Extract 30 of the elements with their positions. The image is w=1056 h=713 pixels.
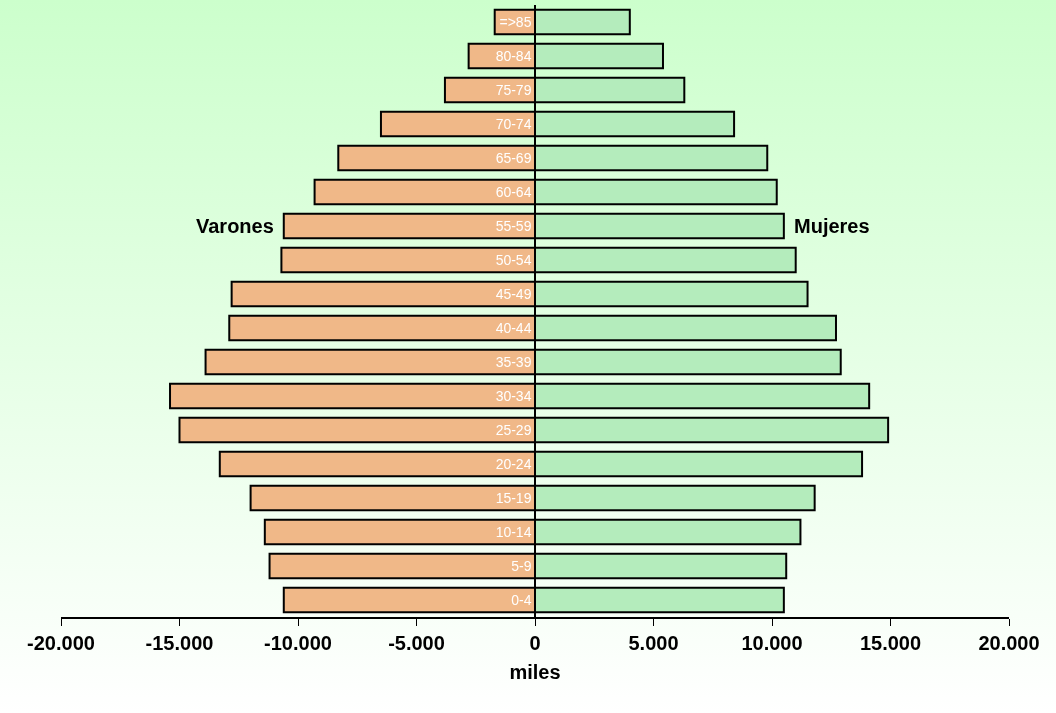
y-tick-label: 50-54: [495, 251, 532, 268]
y-tick-label: 5-9: [511, 557, 532, 574]
x-tick-label: 0: [529, 631, 541, 654]
y-tick-label: 80-84: [495, 47, 532, 64]
x-tick-label: 5.000: [628, 631, 679, 654]
y-tick-label: 25-29: [495, 421, 532, 438]
x-tick-label: 15.000: [859, 631, 922, 654]
y-tick-label: 65-69: [495, 149, 532, 166]
y-tick-label: 70-74: [495, 115, 532, 132]
series-label: Mujeres: [794, 215, 870, 237]
y-tick-label: 55-59: [495, 217, 532, 234]
x-tick-label: 10.000: [741, 631, 803, 654]
y-tick-label: 60-64: [495, 183, 532, 200]
y-tick-label: 10-14: [495, 523, 532, 540]
series-label: Varones: [196, 215, 274, 237]
y-tick-label: =>85: [499, 13, 532, 30]
x-tick-label: -10.000: [264, 631, 332, 654]
x-tick-label: -15.000: [145, 631, 214, 654]
y-tick-label: 30-34: [495, 387, 532, 404]
y-tick-label: 15-19: [495, 489, 532, 506]
y-tick-label: 35-39: [495, 353, 532, 370]
x-tick-label: -20.000: [27, 631, 95, 654]
y-tick-label: 20-24: [495, 455, 532, 472]
y-tick-label: 40-44: [495, 319, 532, 336]
y-tick-label: 75-79: [495, 81, 532, 98]
x-axis-title: miles: [509, 660, 561, 683]
x-tick-label: -5.000: [388, 631, 445, 654]
y-tick-label: 0-4: [511, 591, 532, 608]
x-tick-label: 20.000: [978, 631, 1040, 654]
y-tick-label: 45-49: [495, 285, 532, 302]
